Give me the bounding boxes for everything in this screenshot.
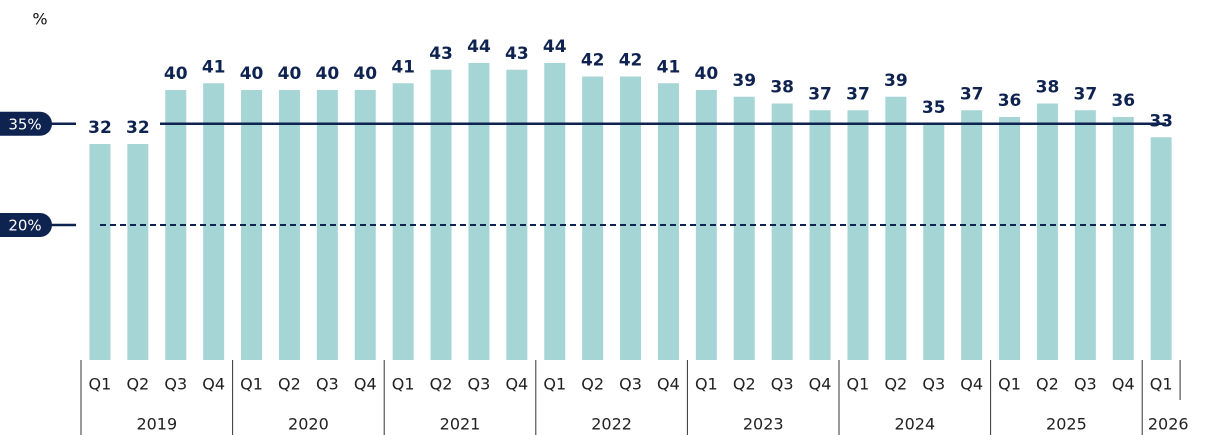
x-tick-label: Q3 (164, 375, 187, 394)
x-tick-label: Q2 (581, 375, 604, 394)
bar (506, 69, 528, 360)
x-tick-label: Q3 (316, 375, 339, 394)
x-tick-label: Q1 (240, 375, 263, 394)
bar (430, 69, 452, 360)
group-label: 2026 (1148, 415, 1189, 434)
bar (203, 83, 225, 360)
value-label: 38 (770, 78, 794, 98)
value-label: 36 (998, 91, 1022, 111)
bar (620, 76, 642, 360)
bar (1036, 103, 1058, 360)
reference-pill (0, 111, 52, 136)
group-label: 2023 (743, 415, 784, 434)
x-tick-label: Q4 (354, 375, 377, 394)
value-label: 43 (505, 44, 529, 64)
x-tick-label: Q2 (126, 375, 149, 394)
bar (1112, 117, 1134, 360)
group-label: 2019 (136, 415, 177, 434)
bar (847, 110, 869, 360)
group-label: 2021 (440, 415, 481, 434)
bar (961, 110, 983, 360)
value-label: 39 (884, 71, 908, 91)
bar (771, 103, 793, 360)
value-label: 43 (429, 44, 453, 64)
value-label: 40 (240, 64, 264, 84)
group-label: 2025 (1046, 415, 1087, 434)
bar (809, 110, 831, 360)
value-label: 35 (922, 98, 946, 118)
value-label: 37 (808, 84, 832, 104)
bar (999, 117, 1021, 360)
bar (278, 90, 300, 360)
bar (316, 90, 338, 360)
x-tick-label: Q2 (278, 375, 301, 394)
bar (657, 83, 679, 360)
bar (544, 63, 566, 360)
reference-label: 20% (8, 217, 41, 235)
x-tick-label: Q4 (657, 375, 680, 394)
group-label: 2022 (591, 415, 632, 434)
value-label: 44 (467, 37, 491, 57)
bar (1150, 137, 1172, 360)
value-label: 37 (846, 84, 870, 104)
x-tick-label: Q3 (1074, 375, 1097, 394)
x-tick-label: Q1 (998, 375, 1021, 394)
value-label: 42 (581, 51, 605, 71)
x-tick-label: Q2 (884, 375, 907, 394)
x-tick-label: Q4 (202, 375, 225, 394)
value-label: 32 (88, 118, 112, 138)
x-tick-label: Q1 (847, 375, 870, 394)
value-label: 40 (164, 64, 188, 84)
value-label: 37 (960, 84, 984, 104)
x-tick-label: Q3 (922, 375, 945, 394)
x-tick-label: Q3 (771, 375, 794, 394)
x-tick-label: Q1 (1150, 375, 1173, 394)
value-label: 40 (353, 64, 377, 84)
bar (695, 90, 717, 360)
value-label: 44 (543, 37, 567, 57)
group-label: 2024 (894, 415, 935, 434)
bar (392, 83, 414, 360)
bar (885, 96, 907, 360)
value-label: 42 (619, 51, 643, 71)
bar (923, 123, 945, 360)
value-label: 32 (126, 118, 150, 138)
value-label: 41 (391, 57, 415, 77)
value-label: 39 (732, 71, 756, 91)
bar (733, 96, 755, 360)
bar (468, 63, 490, 360)
x-tick-label: Q3 (619, 375, 642, 394)
value-label: 40 (316, 64, 340, 84)
bar (582, 76, 604, 360)
x-tick-label: Q1 (392, 375, 415, 394)
value-label: 41 (657, 57, 681, 77)
x-tick-label: Q3 (468, 375, 491, 394)
x-tick-label: Q4 (1112, 375, 1135, 394)
x-tick-label: Q1 (89, 375, 112, 394)
x-tick-label: Q4 (809, 375, 832, 394)
bar (1074, 110, 1096, 360)
unit-label: % (32, 10, 47, 29)
x-tick-label: Q2 (430, 375, 453, 394)
x-tick-label: Q4 (960, 375, 983, 394)
reference-pill (0, 213, 52, 237)
bar (89, 144, 111, 360)
value-label: 33 (1149, 111, 1173, 131)
value-label: 41 (202, 57, 226, 77)
value-label: 40 (278, 64, 302, 84)
x-tick-label: Q2 (733, 375, 756, 394)
x-tick-label: Q1 (695, 375, 718, 394)
x-tick-label: Q1 (543, 375, 566, 394)
value-label: 38 (1036, 78, 1060, 98)
value-label: 40 (695, 64, 719, 84)
group-label: 2020 (288, 415, 329, 434)
reference-label: 35% (8, 115, 41, 133)
bar (127, 144, 149, 360)
x-tick-label: Q2 (1036, 375, 1059, 394)
x-tick-label: Q4 (505, 375, 528, 394)
value-label: 36 (1111, 91, 1135, 111)
value-label: 37 (1074, 84, 1098, 104)
